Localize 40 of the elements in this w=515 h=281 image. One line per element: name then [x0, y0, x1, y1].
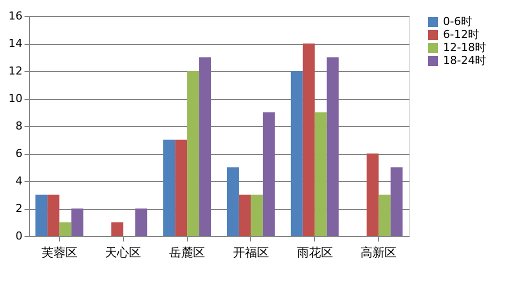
bar [35, 194, 48, 236]
x-tick-label: 芙蓉区 [41, 246, 78, 260]
bar [199, 57, 212, 236]
x-tick-label: 雨花区 [296, 246, 333, 260]
bar [302, 44, 315, 236]
y-tick-label: 16 [8, 10, 22, 22]
y-tick-label: 10 [8, 92, 22, 105]
y-tick-label: 12 [8, 64, 22, 78]
legend-label: 12-18时 [443, 41, 486, 54]
bar [290, 71, 303, 236]
y-tick-label: 4 [16, 174, 22, 188]
y-tick-label: 0 [16, 230, 22, 242]
x-tick-label: 岳麓区 [169, 246, 206, 260]
bar [262, 112, 275, 236]
bar [187, 71, 200, 236]
bar [47, 194, 60, 236]
x-tick-label: 天心区 [105, 246, 142, 260]
y-tick-label: 8 [16, 120, 22, 132]
bar [111, 222, 124, 236]
bar [238, 194, 251, 236]
bar [163, 140, 176, 236]
bar [390, 167, 403, 236]
bar [378, 194, 391, 236]
legend-label: 6-12时 [443, 28, 479, 41]
y-tick-label: 6 [16, 147, 22, 160]
bar [314, 112, 327, 236]
bar [250, 194, 263, 236]
bar [326, 57, 339, 236]
y-tick-label: 2 [16, 202, 22, 215]
x-tick-label: 高新区 [360, 246, 397, 260]
bar [366, 154, 379, 236]
bar [226, 167, 239, 236]
bar [71, 208, 84, 236]
x-tick-label: 开福区 [232, 246, 269, 260]
legend-label: 18-24时 [443, 54, 486, 67]
y-tick-label: 14 [8, 37, 22, 50]
bar [175, 140, 188, 236]
legend-label: 0-6时 [443, 15, 472, 28]
bar [59, 222, 72, 236]
bar [135, 208, 148, 236]
